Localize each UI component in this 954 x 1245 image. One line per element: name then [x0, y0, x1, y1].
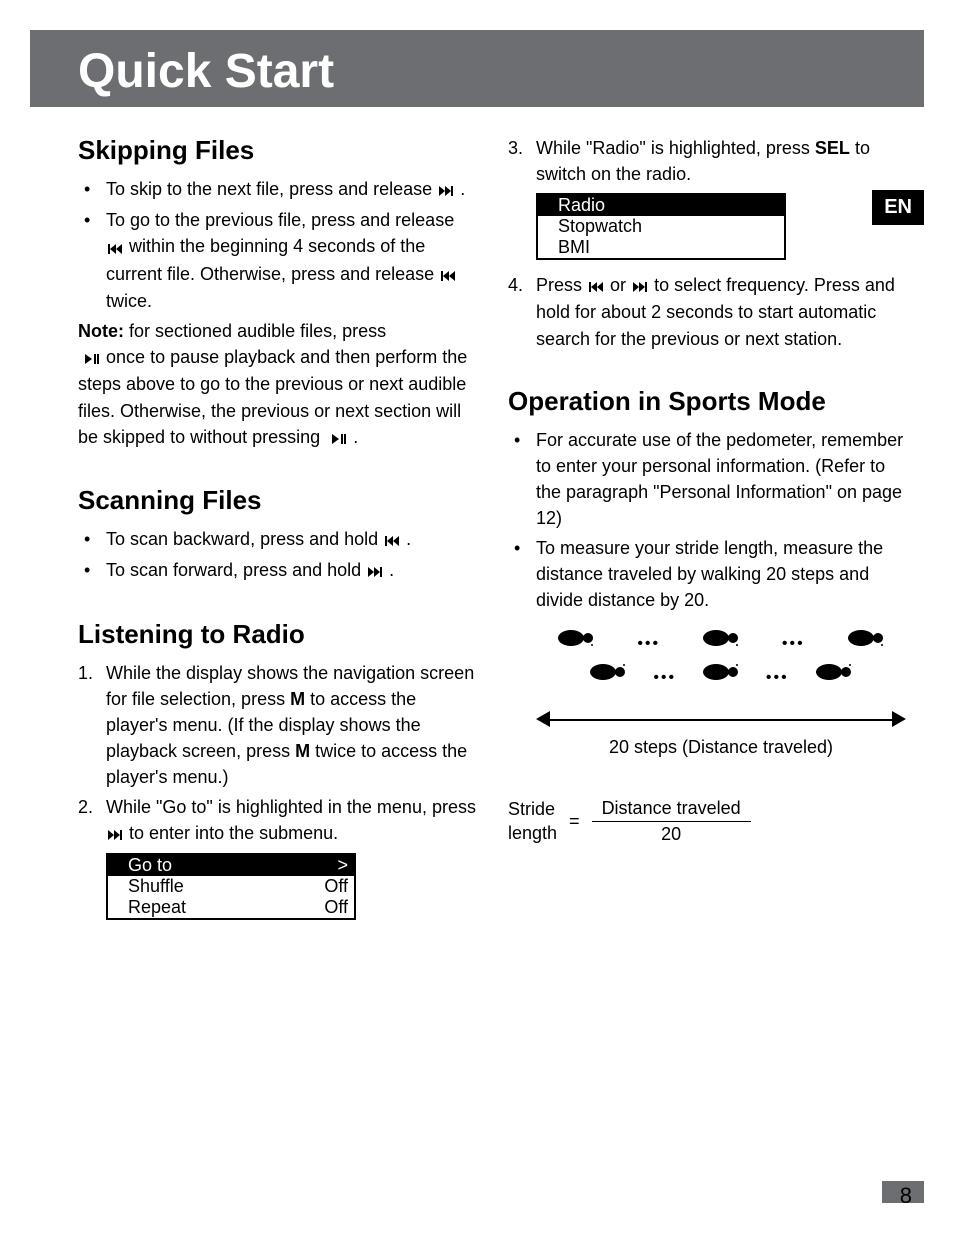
list-item: To scan backward, press and hold . [78, 526, 476, 553]
menu-label: Stopwatch [544, 216, 778, 237]
text: Press [536, 275, 582, 295]
double-arrow [536, 711, 906, 731]
list-item: For accurate use of the pedometer, remem… [508, 427, 906, 531]
next-icon [108, 821, 122, 847]
right-column: While "Radio" is highlighted, press SEL … [508, 135, 906, 926]
text: for sectioned audible files, press [124, 321, 386, 341]
menu-row-highlighted: Radio [538, 195, 784, 216]
menu-label: Radio [544, 195, 778, 216]
menu-value: Off [324, 897, 348, 918]
next-icon [633, 273, 647, 299]
dots-icon: ••• [782, 635, 805, 653]
list-item: To scan forward, press and hold . [78, 557, 476, 584]
scanning-files-heading: Scanning Files [78, 485, 476, 516]
menu-screenshot-2: Radio Stopwatch BMI [536, 193, 786, 260]
sports-mode-list: For accurate use of the pedometer, remem… [508, 427, 906, 614]
play-pause-icon [332, 425, 346, 451]
menu-row: Stopwatch [538, 216, 784, 237]
skipping-files-list: To skip to the next file, press and rele… [78, 176, 476, 314]
next-icon [439, 177, 453, 203]
formula-denominator: 20 [592, 822, 751, 845]
dots-icon: ••• [766, 669, 789, 687]
menu-label: Shuffle [114, 876, 324, 897]
left-column: Skipping Files To skip to the next file,… [78, 135, 476, 926]
text: once to pause playback and then perform … [78, 347, 467, 446]
text: To measure your stride length, measure t… [536, 538, 883, 610]
listening-radio-heading: Listening to Radio [78, 619, 476, 650]
footprint-icon [814, 661, 854, 683]
list-item: To skip to the next file, press and rele… [78, 176, 476, 203]
stride-diagram: ••• ••• ••• ••• 20 steps (Distance trave… [536, 627, 906, 758]
note-label: Note: [78, 321, 124, 341]
menu-label: Go to [114, 855, 337, 876]
language-badge: EN [872, 190, 924, 225]
text: M [295, 741, 310, 761]
text: to enter into the submenu. [129, 823, 338, 843]
radio-steps: While the display shows the navigation s… [78, 660, 476, 848]
prev-icon [441, 262, 455, 288]
prev-icon [589, 273, 603, 299]
dots-icon: ••• [653, 669, 676, 687]
menu-row: BMI [538, 237, 784, 258]
scanning-files-list: To scan backward, press and hold . To sc… [78, 526, 476, 585]
note-paragraph: Note: for sectioned audible files, press… [78, 318, 476, 451]
footprint-icon [588, 661, 628, 683]
next-icon [368, 558, 382, 584]
page-title: Quick Start [78, 44, 876, 99]
list-item: While "Go to" is highlighted in the menu… [78, 794, 476, 847]
menu-label: BMI [544, 237, 778, 258]
radio-steps-cont: While "Radio" is highlighted, press SEL … [508, 135, 906, 187]
text: length [508, 822, 557, 845]
formula-lhs: Stride length [508, 798, 557, 845]
arrow-left-icon [536, 711, 550, 727]
text: or [610, 275, 626, 295]
menu-value: > [337, 855, 348, 876]
text: twice. [106, 291, 152, 311]
text: Stride [508, 798, 557, 821]
list-item: While the display shows the navigation s… [78, 660, 476, 790]
formula-numerator: Distance traveled [592, 798, 751, 822]
diagram-caption: 20 steps (Distance traveled) [536, 737, 906, 758]
menu-row: Shuffle Off [108, 876, 354, 897]
page-number: 8 [900, 1183, 912, 1209]
list-item: Press or to select frequency. Press and … [508, 272, 906, 351]
dots-icon: ••• [637, 635, 660, 653]
sports-mode-heading: Operation in Sports Mode [508, 386, 906, 417]
text: For accurate use of the pedometer, remem… [536, 430, 903, 528]
formula-rhs: Distance traveled 20 [592, 798, 751, 845]
text: To scan forward, press and hold [106, 560, 361, 580]
text: While "Go to" is highlighted in the menu… [106, 797, 476, 817]
text: within the beginning 4 seconds of the cu… [106, 236, 434, 283]
stride-formula: Stride length = Distance traveled 20 [508, 798, 906, 845]
list-item: To measure your stride length, measure t… [508, 535, 906, 613]
text: SEL [815, 138, 850, 158]
footprints: ••• ••• ••• ••• [536, 627, 906, 707]
footprint-icon [701, 661, 741, 683]
prev-icon [108, 235, 122, 261]
menu-row-highlighted: Go to > [108, 855, 354, 876]
prev-icon [385, 527, 399, 553]
arrow-right-icon [892, 711, 906, 727]
play-pause-icon [85, 345, 99, 371]
content-area: Skipping Files To skip to the next file,… [0, 107, 954, 926]
footprint-icon [556, 627, 596, 649]
menu-row: Repeat Off [108, 897, 354, 918]
list-item: While "Radio" is highlighted, press SEL … [508, 135, 906, 187]
equals-sign: = [569, 811, 580, 832]
text: M [290, 689, 305, 709]
text: To go to the previous file, press and re… [106, 210, 454, 230]
skipping-files-heading: Skipping Files [78, 135, 476, 166]
text: To skip to the next file, press and rele… [106, 179, 432, 199]
menu-screenshot-1: Go to > Shuffle Off Repeat Off [106, 853, 356, 920]
list-item: To go to the previous file, press and re… [78, 207, 476, 314]
text: While "Radio" is highlighted, press [536, 138, 815, 158]
menu-value: Off [324, 876, 348, 897]
footprint-icon [846, 627, 886, 649]
text: To scan backward, press and hold [106, 529, 378, 549]
footprint-icon [701, 627, 741, 649]
radio-steps-cont2: Press or to select frequency. Press and … [508, 272, 906, 351]
menu-label: Repeat [114, 897, 324, 918]
header-band: Quick Start [30, 30, 924, 107]
text: . [353, 427, 358, 447]
